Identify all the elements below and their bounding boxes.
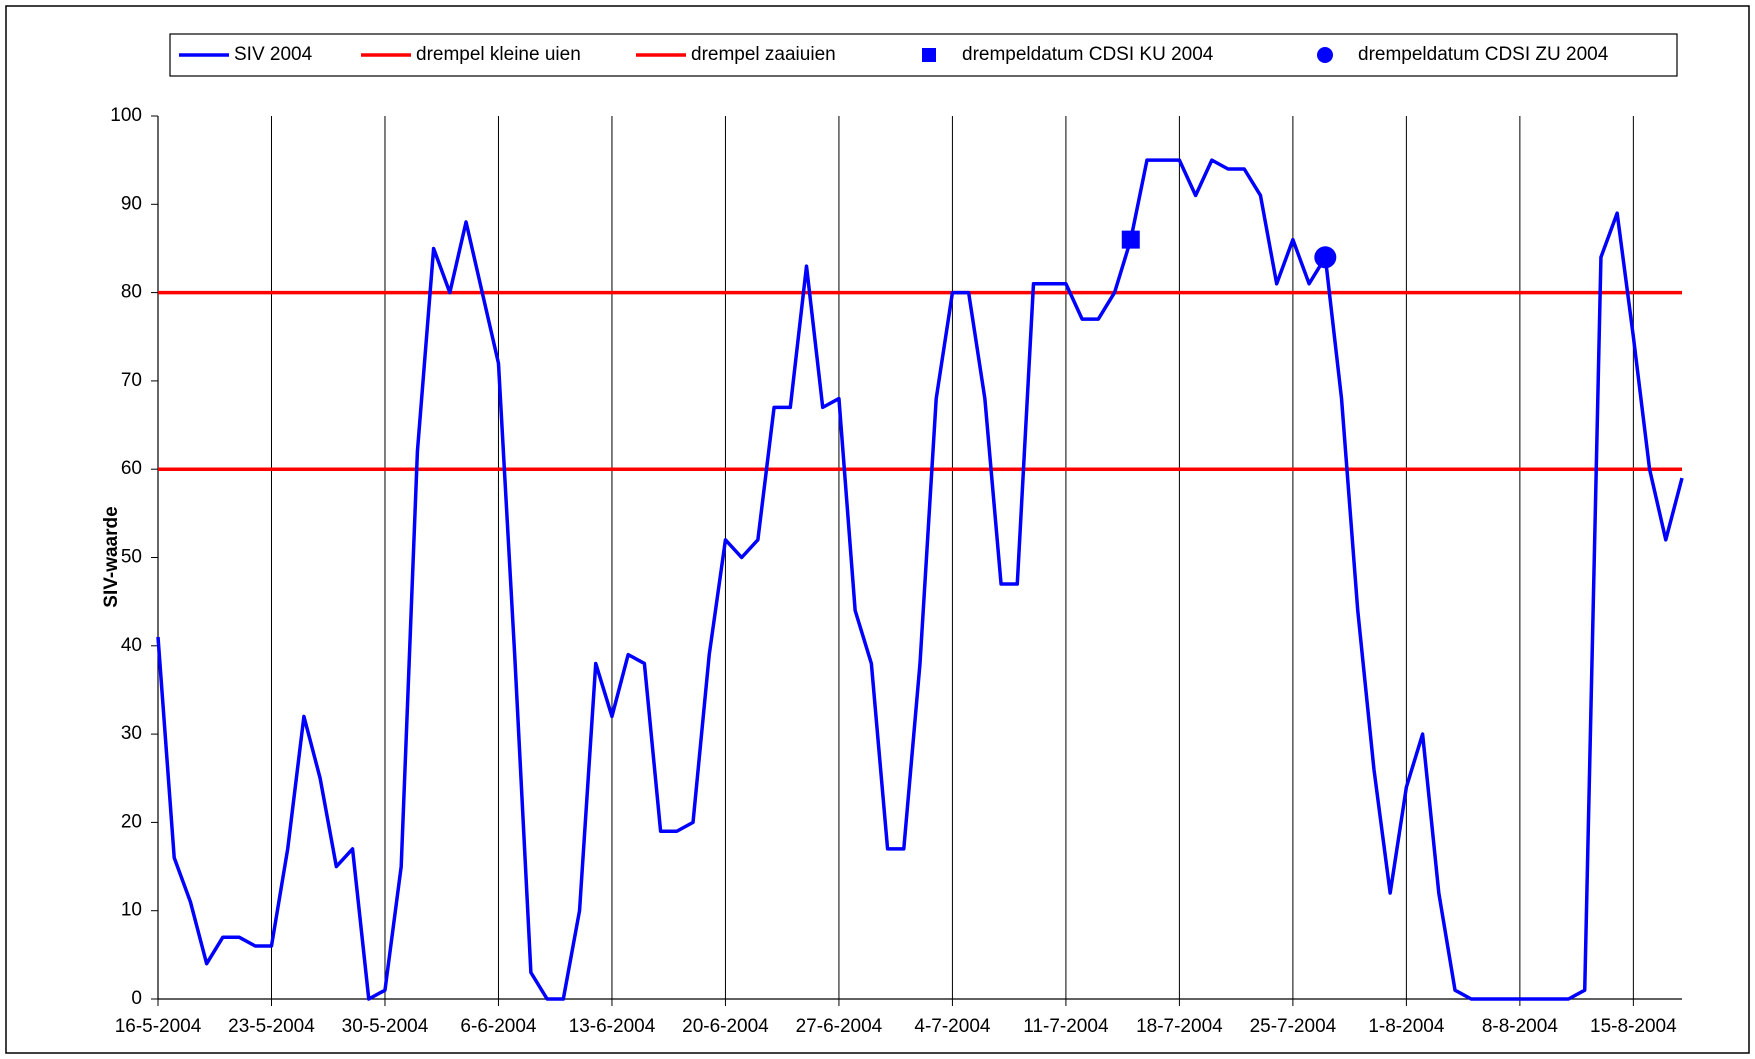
- series-line: [156, 158, 1684, 1001]
- x-tick-label: 15-8-2004: [1590, 1016, 1677, 1037]
- legend-label: drempeldatum CDSI KU 2004: [962, 44, 1214, 65]
- chart-border: [5, 5, 1750, 1054]
- y-tick-label: 100: [110, 105, 142, 126]
- y-tick-label: 70: [121, 370, 142, 391]
- y-axis-label: SIV-waarde: [101, 506, 122, 607]
- y-tick-label: 50: [121, 547, 142, 568]
- legend-label: drempel zaaiuien: [691, 44, 836, 65]
- x-tick-label: 4-7-2004: [914, 1016, 990, 1037]
- x-tick-label: 8-8-2004: [1482, 1016, 1558, 1037]
- x-tick-label: 1-8-2004: [1368, 1016, 1444, 1037]
- legend-marker: [922, 48, 936, 62]
- marker: [1314, 246, 1337, 269]
- x-tick-label: 6-6-2004: [460, 1016, 536, 1037]
- y-tick-label: 80: [121, 282, 142, 303]
- x-tick-label: 20-6-2004: [682, 1016, 769, 1037]
- legend-label: SIV 2004: [234, 44, 313, 65]
- y-tick-label: 10: [121, 900, 142, 921]
- x-tick-label: 30-5-2004: [342, 1016, 429, 1037]
- y-tick-label: 60: [121, 458, 142, 479]
- y-tick-label: 20: [121, 811, 142, 832]
- x-tick-label: 25-7-2004: [1250, 1016, 1337, 1037]
- y-tick-label: 0: [131, 988, 142, 1009]
- legend-marker: [1317, 47, 1333, 63]
- y-tick-label: 90: [121, 193, 142, 214]
- y-tick-label: 40: [121, 635, 142, 656]
- x-tick-label: 18-7-2004: [1136, 1016, 1223, 1037]
- y-tick-label: 30: [121, 723, 142, 744]
- legend-label: drempel kleine uien: [416, 44, 581, 65]
- legend-label: drempeldatum CDSI ZU 2004: [1358, 44, 1609, 65]
- x-tick-label: 16-5-2004: [115, 1016, 202, 1037]
- x-tick-label: 27-6-2004: [796, 1016, 883, 1037]
- x-tick-label: 23-5-2004: [228, 1016, 315, 1037]
- marker: [1121, 230, 1140, 249]
- x-tick-label: 13-6-2004: [569, 1016, 656, 1037]
- x-tick-label: 11-7-2004: [1023, 1016, 1109, 1037]
